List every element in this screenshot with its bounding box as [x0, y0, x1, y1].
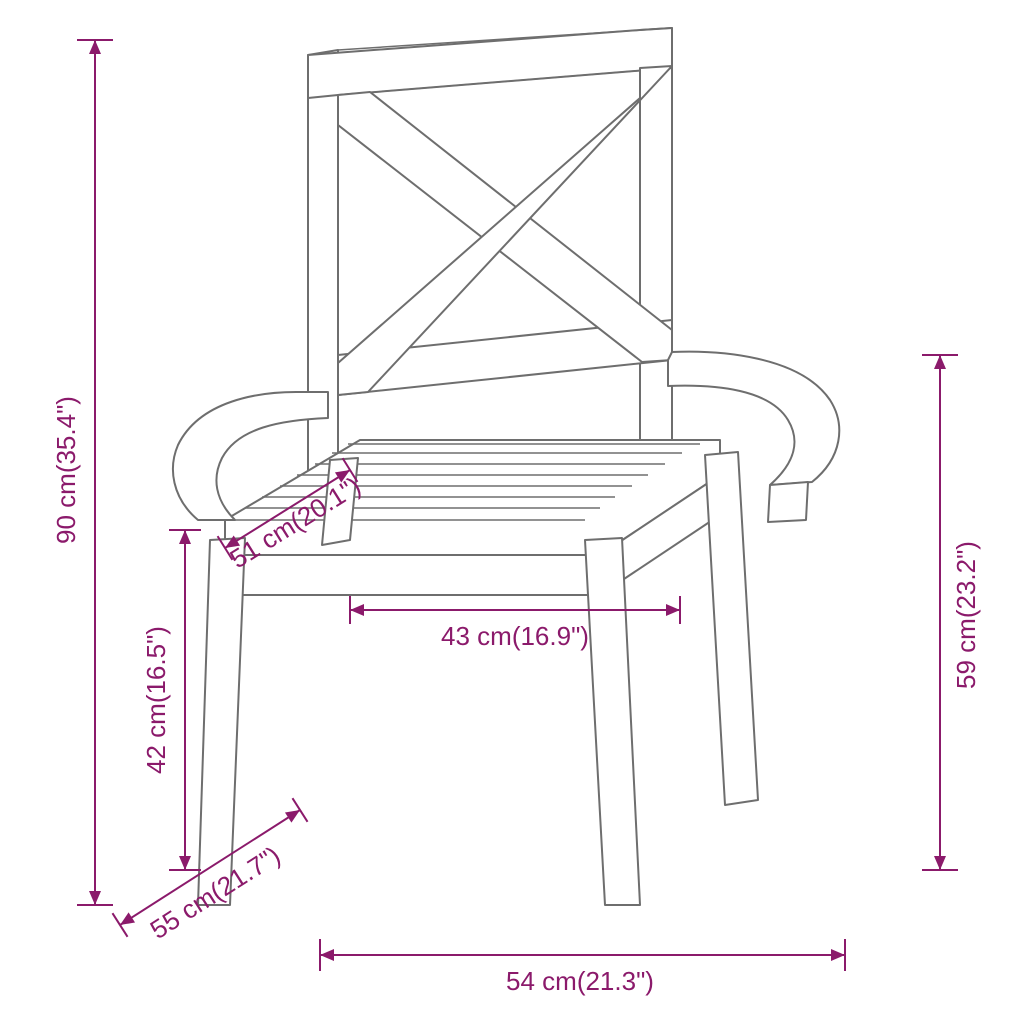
dim-label-seat_width: 43 cm(16.9") — [441, 621, 589, 651]
dim-label-total_width: 54 cm(21.3") — [506, 966, 654, 996]
chair-drawing — [173, 28, 839, 905]
dimension-diagram: 90 cm(35.4") 42 cm(16.5") 59 cm(23.2") 43 c… — [0, 0, 1024, 1024]
dim-label-seat_height: 42 cm(16.5") — [141, 626, 171, 774]
dim-label-arm_height: 59 cm(23.2") — [951, 541, 981, 689]
dim-total_height: 90 cm(35.4") — [51, 40, 113, 905]
dim-label-total_height: 90 cm(35.4") — [51, 396, 81, 544]
dim-total_width: 54 cm(21.3") — [320, 939, 845, 996]
dim-seat_width: 43 cm(16.9") — [350, 596, 680, 651]
dim-seat_height: 42 cm(16.5") — [141, 530, 201, 870]
dim-arm_height: 59 cm(23.2") — [922, 355, 981, 870]
